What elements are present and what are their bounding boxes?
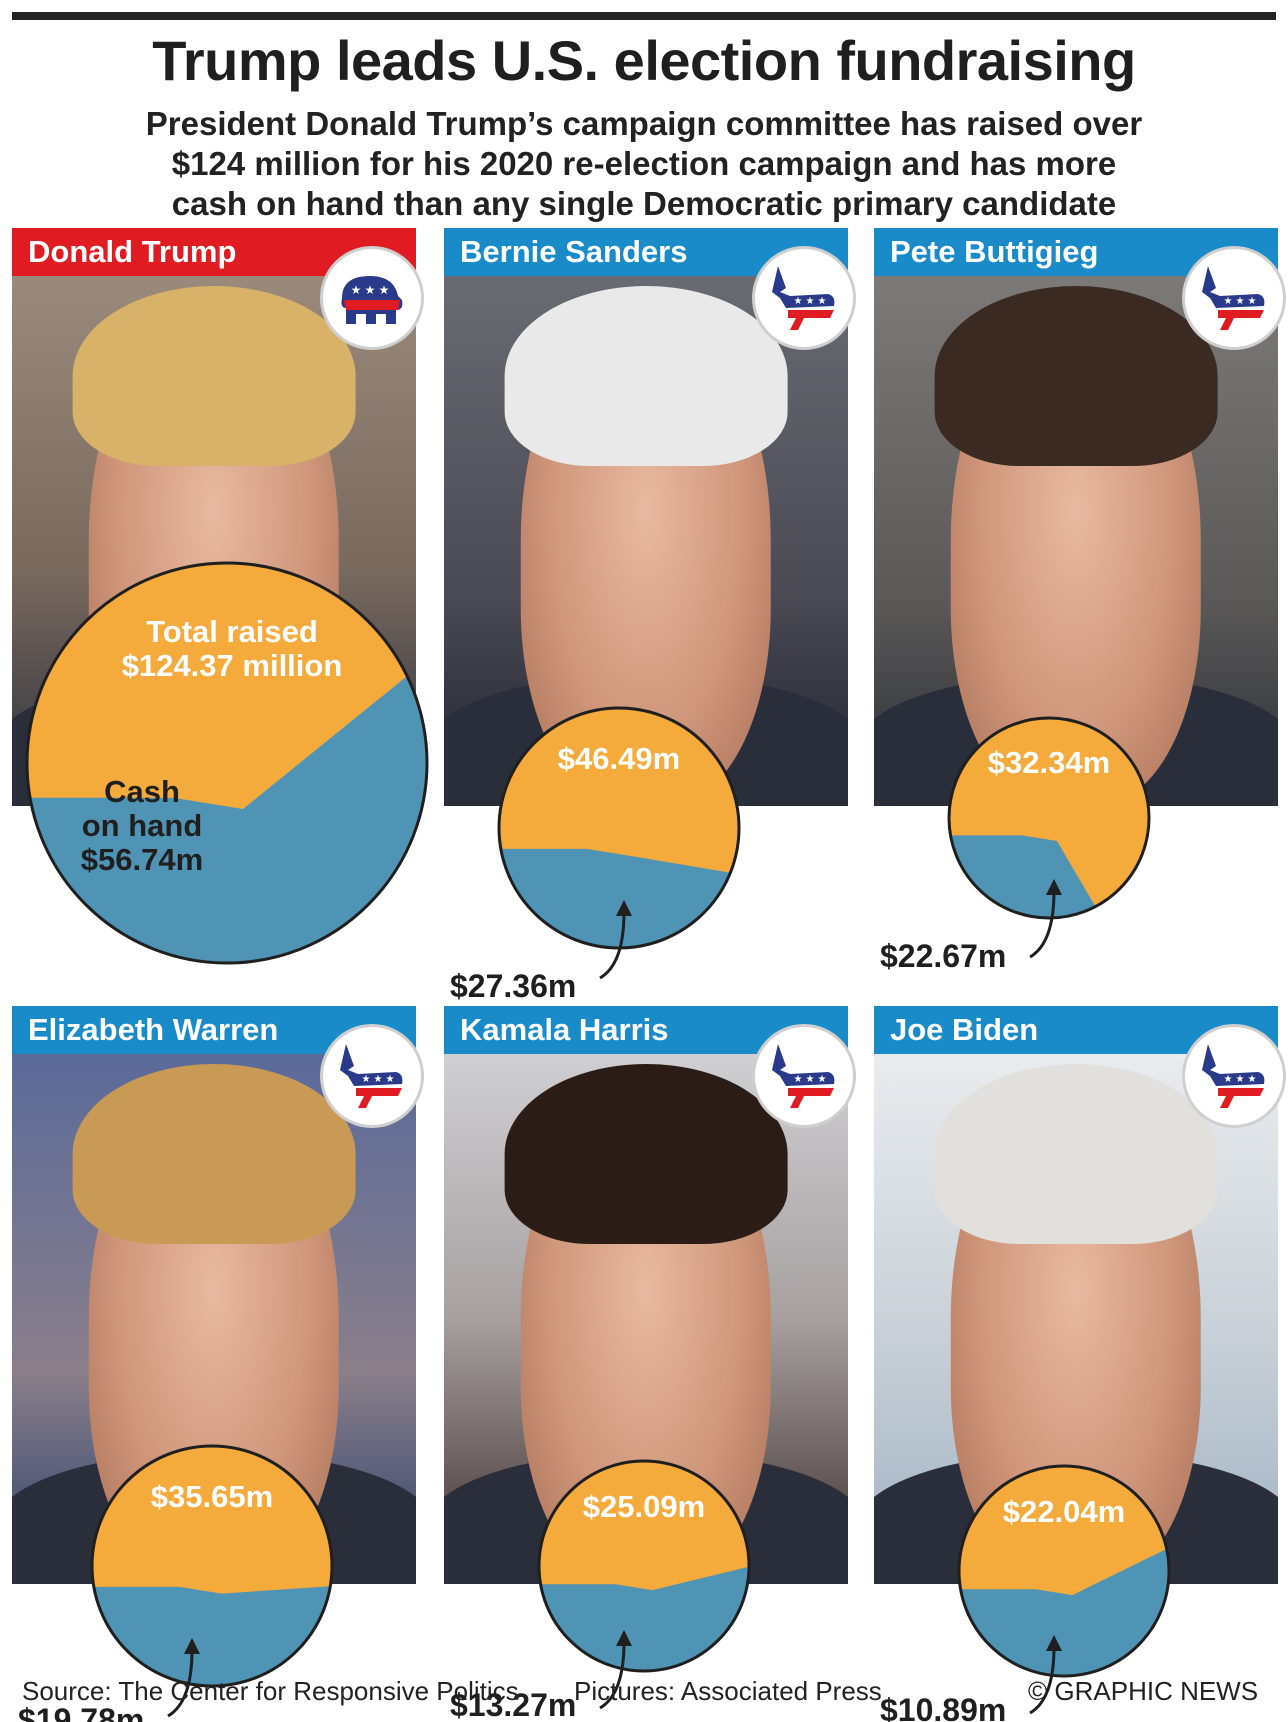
candidate-panel: Bernie Sanders ★ ★ ★ $46.49m $27.36m: [444, 228, 856, 1004]
cash-on-hand-line: $56.74m: [80, 842, 204, 878]
photo-hair: [934, 1064, 1218, 1245]
pie-slice-cash-on-hand: [27, 563, 408, 809]
svg-text:★: ★: [386, 1074, 395, 1085]
party-badge: ★ ★ ★: [752, 246, 856, 350]
donkey-icon: ★ ★ ★: [772, 266, 835, 330]
cash-on-hand-value: $22.67m: [880, 938, 1007, 974]
svg-text:★: ★: [374, 1074, 383, 1085]
candidate-panel: Joe Biden ★ ★ ★ $22.04m $10.89m: [874, 1006, 1286, 1722]
photo-hair: [504, 1064, 788, 1245]
pie-outline: [957, 1464, 1171, 1678]
source-note: Source: The Center for Responsive Politi…: [22, 1676, 519, 1706]
photo-hair: [504, 286, 788, 467]
svg-text:★: ★: [1248, 296, 1257, 307]
donkey-icon: ★ ★ ★: [1202, 1044, 1265, 1108]
fundraising-pie: [537, 1459, 751, 1673]
cash-arrow-icon: [599, 900, 632, 980]
pie-outline: [947, 716, 1151, 920]
subtitle-line: cash on hand than any single Democratic …: [171, 185, 1117, 222]
donkey-icon: ★ ★ ★: [1202, 266, 1265, 330]
fundraising-pie: [90, 1444, 334, 1688]
candidate-panel: Elizabeth Warren ★ ★ ★ $35.65m $19.78m: [12, 1006, 424, 1722]
svg-text:★: ★: [379, 283, 390, 297]
chart-subtitle: President Donald Trump’s campaign commit…: [90, 104, 1198, 224]
svg-text:★: ★: [1236, 1074, 1245, 1085]
candidate-panel: Kamala Harris ★ ★ ★ $25.09m $13.27m: [444, 1006, 856, 1722]
svg-text:★: ★: [365, 283, 376, 297]
svg-text:★: ★: [1224, 296, 1233, 307]
total-raised-label: $25.09m: [582, 1489, 706, 1525]
cash-on-hand-value: $19.78m: [18, 1702, 145, 1722]
subtitle-line: President Donald Trump’s campaign commit…: [145, 105, 1143, 142]
total-raised-line: Total raised: [146, 614, 318, 649]
pie-outline: [537, 1459, 751, 1673]
total-raised-label: Total raised $124.37 million: [67, 614, 397, 684]
cash-arrow-icon: [167, 1638, 200, 1718]
svg-text:★: ★: [794, 296, 803, 307]
svg-text:★: ★: [351, 283, 362, 297]
photo-hair: [72, 286, 356, 467]
cash-on-hand-value: $13.27m: [450, 1687, 577, 1722]
cash-arrow-icon: [599, 1629, 632, 1710]
pie-outline: [90, 1444, 334, 1688]
pie-slice-cash-on-hand: [92, 1446, 333, 1594]
cash-on-hand-value: $27.36m: [450, 968, 577, 1004]
total-raised-label: $35.65m: [150, 1478, 274, 1514]
svg-text:★: ★: [806, 1074, 815, 1085]
pie-slice-cash-on-hand: [949, 718, 1149, 907]
pie-outline: [25, 561, 429, 965]
party-badge: ★ ★ ★: [1182, 1024, 1286, 1128]
svg-text:★: ★: [794, 1074, 803, 1085]
pie-slice-cash-on-hand: [959, 1466, 1167, 1596]
cash-arrow-icon: [1029, 1634, 1062, 1715]
cash-on-hand-line: Cash: [104, 774, 180, 809]
total-raised-label: $46.49m: [557, 740, 681, 776]
svg-text:★: ★: [1224, 1074, 1233, 1085]
cash-on-hand-value: $10.89m: [880, 1692, 1007, 1722]
copyright-credit: © GRAPHIC NEWS: [1028, 1676, 1259, 1706]
pictures-credit: Pictures: Associated Press: [574, 1676, 882, 1706]
donkey-icon: ★ ★ ★: [340, 1044, 403, 1108]
candidate-name: Elizabeth Warren: [12, 1006, 416, 1054]
svg-text:★: ★: [818, 296, 827, 307]
candidate-panel: Pete Buttigieg ★ ★ ★ $32.34m $22.67m: [874, 228, 1286, 974]
fundraising-pie: [25, 561, 429, 965]
svg-text:★: ★: [818, 1074, 827, 1085]
svg-text:★: ★: [806, 296, 815, 307]
party-badge: ★ ★ ★: [320, 246, 424, 350]
total-raised-label: $22.04m: [1002, 1494, 1126, 1530]
total-raised-line: $124.37 million: [121, 648, 343, 684]
candidate-panel: Donald Trump ★ ★ ★ Total raised $124.37 milli…: [12, 228, 429, 988]
donkey-icon: ★ ★ ★: [772, 1044, 835, 1108]
fundraising-pie: [947, 716, 1151, 920]
cash-arrow-icon: [1029, 879, 1062, 959]
svg-text:★: ★: [1248, 1074, 1257, 1085]
party-badge: ★ ★ ★: [752, 1024, 856, 1128]
svg-text:★: ★: [362, 1074, 371, 1085]
party-badge: ★ ★ ★: [1182, 246, 1286, 350]
party-badge: ★ ★ ★: [320, 1024, 424, 1128]
fundraising-pie: [497, 706, 741, 950]
subtitle-line: $124 million for his 2020 re-election ca…: [171, 145, 1117, 182]
chart-title: Trump leads U.S. election fundraising: [152, 29, 1136, 92]
top-rule: [12, 12, 1276, 20]
pie-slice-cash-on-hand: [499, 708, 739, 873]
fundraising-pie: [957, 1464, 1171, 1678]
cash-on-hand-line: on hand: [81, 808, 203, 844]
photo-hair: [72, 1064, 356, 1245]
pie-slice-cash-on-hand: [539, 1461, 749, 1591]
photo-hair: [934, 286, 1218, 467]
svg-text:★: ★: [1236, 296, 1245, 307]
total-raised-label: $32.34m: [987, 745, 1111, 780]
elephant-icon: ★ ★ ★: [341, 276, 403, 324]
cash-on-hand-label: Cash on hand $56.74m: [17, 774, 267, 878]
